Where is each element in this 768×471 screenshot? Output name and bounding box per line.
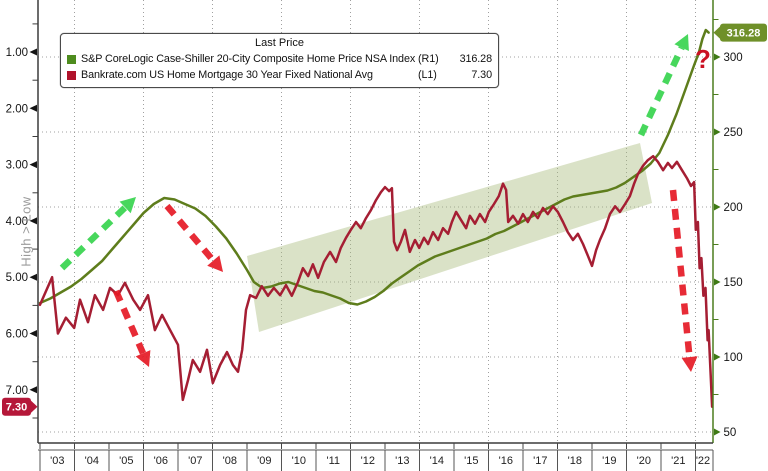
left-tick-arrow-icon bbox=[29, 330, 37, 337]
trend-arrow-head-uptrend-2003-2006 bbox=[119, 197, 136, 214]
trend-arrow-head-uptrend-2020-2022 bbox=[674, 34, 689, 51]
legend-row-mortgage-rate: Bankrate.com US Home Mortgage 30 Year Fi… bbox=[61, 67, 498, 83]
left-tick-arrow-icon bbox=[29, 104, 37, 112]
year-label: '18 bbox=[568, 455, 582, 467]
series-axis-code: (L1) bbox=[418, 69, 437, 81]
legend-title: Last Price bbox=[255, 37, 304, 49]
left-tick-arrow-icon bbox=[29, 48, 37, 56]
svg-text:7.30: 7.30 bbox=[6, 402, 27, 414]
year-label: '22 bbox=[696, 455, 710, 467]
right-tick-arrow-icon bbox=[714, 203, 721, 211]
series-label: S&P CoreLogic Case-Shiller 20-City Compo… bbox=[81, 53, 416, 65]
right-last-price-tag: 316.28 bbox=[713, 23, 767, 42]
year-label: '09 bbox=[257, 455, 271, 467]
legend-row-home-price-index: S&P CoreLogic Case-Shiller 20-City Compo… bbox=[61, 51, 498, 67]
year-label: '12 bbox=[361, 455, 375, 467]
left-tick-label: 2.00 bbox=[6, 103, 28, 115]
left-tick-label: 1.00 bbox=[6, 47, 28, 59]
trend-arrows bbox=[59, 34, 698, 372]
year-label: '03 bbox=[50, 455, 64, 467]
right-tick-arrow-icon bbox=[714, 53, 721, 61]
left-tick-arrow-icon bbox=[29, 217, 37, 225]
left-tick-label: 6.00 bbox=[6, 329, 28, 341]
trend-channel-band bbox=[247, 143, 652, 332]
series-label: Bankrate.com US Home Mortgage 30 Year Fi… bbox=[81, 69, 373, 81]
series-axis-code: (R1) bbox=[418, 53, 439, 65]
left-tick-arrow-icon bbox=[29, 386, 37, 394]
left-tick-label: 5.00 bbox=[6, 272, 28, 284]
rising-channel-band bbox=[247, 143, 652, 332]
year-label: '10 bbox=[292, 455, 306, 467]
trend-arrow-shaft-uptrend-2020-2022 bbox=[638, 46, 685, 137]
year-label: '16 bbox=[499, 455, 513, 467]
right-tick-label: 100 bbox=[724, 352, 743, 364]
year-label: '17 bbox=[533, 455, 547, 467]
trend-arrow-shaft-rates-fall-2005-2006 bbox=[113, 289, 146, 355]
left-tick-arrow-icon bbox=[29, 161, 37, 169]
left-tick-label: 7.00 bbox=[6, 385, 28, 397]
left-tick-arrow-icon bbox=[29, 273, 37, 281]
question-mark-annotation: ? bbox=[695, 44, 711, 74]
trend-arrow-shaft-uptrend-2003-2006 bbox=[59, 205, 128, 271]
year-label: '19 bbox=[602, 455, 616, 467]
axes-and-ticks: 1.00 2.00 3.00 4.00 5.00 6.00 7.00 300 250 200 150… bbox=[6, 0, 743, 471]
trend-arrow-shaft-prices-fall-2006-2008 bbox=[164, 203, 216, 263]
series-swatch-green bbox=[67, 54, 76, 64]
series-line-L1 bbox=[38, 154, 714, 408]
left-tick-label: 4.00 bbox=[6, 216, 28, 228]
year-label: '15 bbox=[464, 455, 478, 467]
series-swatch-red bbox=[67, 70, 76, 80]
series-lines bbox=[38, 28, 714, 408]
right-tick-arrow-icon bbox=[714, 128, 721, 136]
year-label: '14 bbox=[430, 455, 444, 467]
right-tick-arrow-icon bbox=[714, 278, 721, 286]
trend-arrow-shaft-rates-spike-2022 bbox=[669, 189, 693, 358]
last-price-tags: 7.30 316.28 bbox=[2, 23, 767, 416]
legend-box: Last Price S&P CoreLogic Case-Shiller 20… bbox=[60, 33, 499, 88]
series-last-value: 316.28 bbox=[459, 53, 493, 65]
year-label: '11 bbox=[327, 455, 341, 467]
series-last-value: 7.30 bbox=[471, 69, 492, 81]
svg-text:316.28: 316.28 bbox=[727, 28, 761, 40]
right-tick-label: 250 bbox=[724, 127, 743, 139]
trend-arrow-head-rates-spike-2022 bbox=[681, 356, 698, 372]
year-label: '07 bbox=[188, 455, 202, 467]
year-label: '06 bbox=[154, 455, 168, 467]
year-label: '20 bbox=[637, 455, 651, 467]
right-tick-arrow-icon bbox=[714, 353, 721, 361]
left-last-price-tag: 7.30 bbox=[2, 397, 38, 416]
right-tick-label: 200 bbox=[724, 202, 743, 214]
year-label: '05 bbox=[119, 455, 133, 467]
right-tick-label: 300 bbox=[724, 52, 743, 64]
series-line-R1 bbox=[38, 28, 710, 306]
right-tick-arrow-icon bbox=[714, 428, 721, 436]
year-label: '21 bbox=[671, 455, 685, 467]
year-label: '13 bbox=[395, 455, 409, 467]
trend-arrow-head-prices-fall-2006-2008 bbox=[207, 255, 223, 272]
year-label: '08 bbox=[223, 455, 237, 467]
trend-arrow-head-rates-fall-2005-2006 bbox=[135, 350, 151, 367]
year-label: '04 bbox=[85, 455, 99, 467]
right-tick-label: 150 bbox=[724, 277, 743, 289]
left-axis-orientation-label: High > Low bbox=[18, 196, 34, 267]
right-tick-label: 50 bbox=[724, 427, 737, 439]
left-tick-label: 3.00 bbox=[6, 160, 28, 172]
